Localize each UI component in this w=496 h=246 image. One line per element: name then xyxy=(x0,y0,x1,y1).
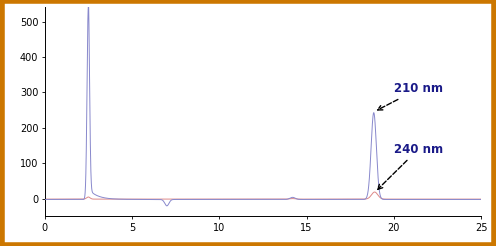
Text: 240 nm: 240 nm xyxy=(377,143,443,189)
Text: 210 nm: 210 nm xyxy=(377,82,443,110)
